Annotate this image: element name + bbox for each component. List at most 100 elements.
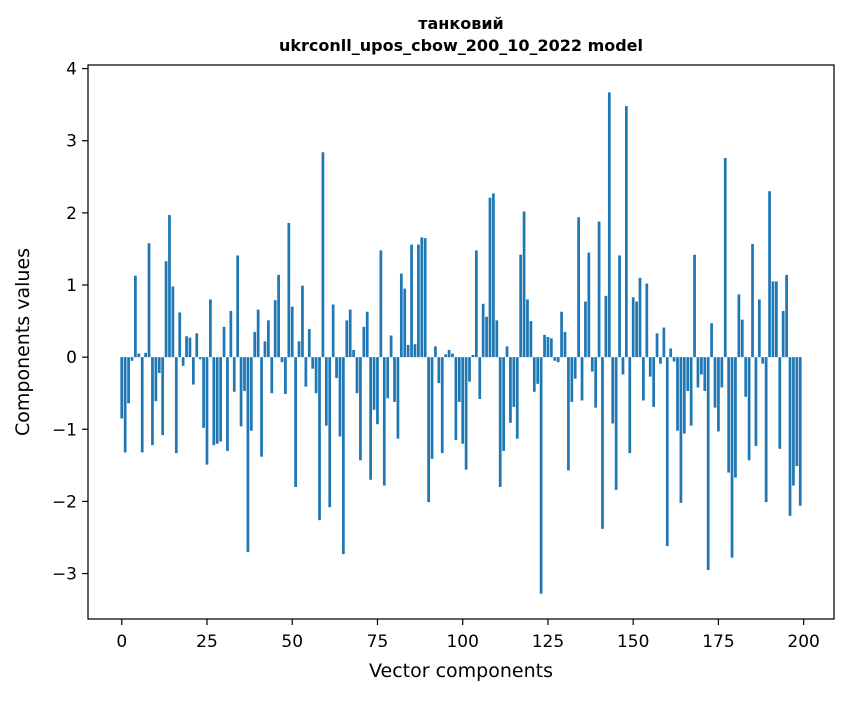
bar-157: [655, 333, 659, 358]
bar-196: [788, 357, 792, 516]
bar-18: [181, 357, 185, 366]
bar-34: [236, 255, 240, 358]
bar-173: [710, 323, 713, 358]
bar-164: [679, 357, 683, 503]
bar-123: [539, 357, 543, 594]
bar-183: [744, 357, 748, 397]
bar-64: [338, 357, 342, 437]
bar-171: [703, 357, 707, 392]
bar-32: [229, 310, 233, 358]
bar-168: [693, 254, 696, 358]
bar-105: [478, 357, 482, 399]
bar-131: [567, 357, 570, 471]
chart-title-line-1: танковий: [418, 14, 504, 33]
bar-60: [324, 357, 328, 426]
bar-197: [792, 357, 795, 486]
x-tick-label-200: 200: [787, 632, 819, 652]
bar-17: [178, 312, 182, 358]
bar-180: [734, 357, 737, 478]
bar-86: [413, 344, 417, 358]
bar-184: [747, 357, 751, 461]
bar-148: [625, 106, 628, 358]
bar-193: [778, 357, 782, 449]
x-tick-label-100: 100: [446, 632, 478, 652]
bar-39: [253, 331, 257, 358]
y-tick-label-2: 2: [66, 204, 77, 224]
bar-49: [287, 222, 291, 358]
bar-92: [434, 346, 437, 358]
bar-21: [191, 357, 195, 385]
bar-181: [737, 294, 741, 358]
bar-134: [577, 217, 580, 358]
bar-66: [345, 320, 349, 358]
bar-97: [451, 353, 454, 358]
bar-80: [393, 357, 396, 402]
bar-153: [642, 357, 645, 401]
y-tick-label-3: 3: [66, 132, 77, 152]
bar-88: [420, 237, 424, 358]
bar-8: [147, 243, 151, 358]
bar-179: [730, 357, 734, 558]
bar-139: [594, 357, 598, 408]
bar-106: [481, 303, 485, 358]
bar-56: [311, 357, 315, 369]
bar-38: [249, 357, 253, 431]
plot-frame: [87, 64, 835, 620]
bar-51: [294, 357, 298, 487]
bar-54: [304, 357, 308, 387]
bars-group: [120, 92, 802, 594]
bar-90: [427, 357, 430, 503]
bar-6: [140, 357, 144, 453]
bar-84: [406, 344, 410, 358]
bar-85: [410, 244, 413, 358]
bar-108: [488, 197, 492, 358]
bar-16: [174, 357, 178, 454]
bar-182: [740, 319, 744, 358]
bar-121: [532, 357, 536, 392]
bar-22: [195, 333, 199, 358]
bar-65: [342, 357, 345, 555]
bar-187: [757, 299, 761, 358]
bar-68: [352, 349, 355, 358]
bar-5: [137, 353, 141, 358]
bar-116: [515, 357, 519, 439]
bar-198: [795, 357, 799, 467]
bar-83: [403, 288, 407, 358]
bar-192: [775, 281, 778, 358]
bar-178: [727, 357, 731, 473]
bar-98: [454, 357, 458, 441]
bar-14: [168, 215, 171, 358]
bar-199: [798, 357, 802, 506]
bar-100: [461, 357, 465, 444]
bar-96: [447, 349, 451, 358]
bar-159: [662, 327, 666, 358]
bar-125: [546, 336, 550, 358]
bar-37: [246, 357, 250, 552]
bar-127: [553, 357, 557, 361]
bar-95: [444, 354, 448, 358]
bar-128: [556, 357, 560, 363]
bar-190: [768, 191, 771, 358]
bar-61: [328, 357, 332, 508]
bar-47: [280, 357, 284, 363]
bar-52: [297, 341, 301, 358]
bar-78: [386, 357, 390, 399]
bar-172: [706, 357, 710, 570]
bar-145: [614, 357, 618, 490]
y-tick-label--3: −3: [52, 565, 77, 585]
bar-104: [474, 250, 478, 358]
bar-186: [754, 357, 758, 446]
bar-136: [584, 301, 587, 358]
bar-113: [505, 346, 509, 358]
bar-146: [618, 255, 621, 358]
y-axis-label: Components values: [12, 248, 34, 436]
bar-129: [560, 311, 563, 358]
bar-30: [222, 326, 226, 358]
bar-89: [423, 238, 427, 358]
bar-151: [635, 301, 638, 358]
bar-26: [209, 299, 212, 358]
bar-81: [396, 357, 400, 439]
bar-94: [440, 357, 444, 454]
